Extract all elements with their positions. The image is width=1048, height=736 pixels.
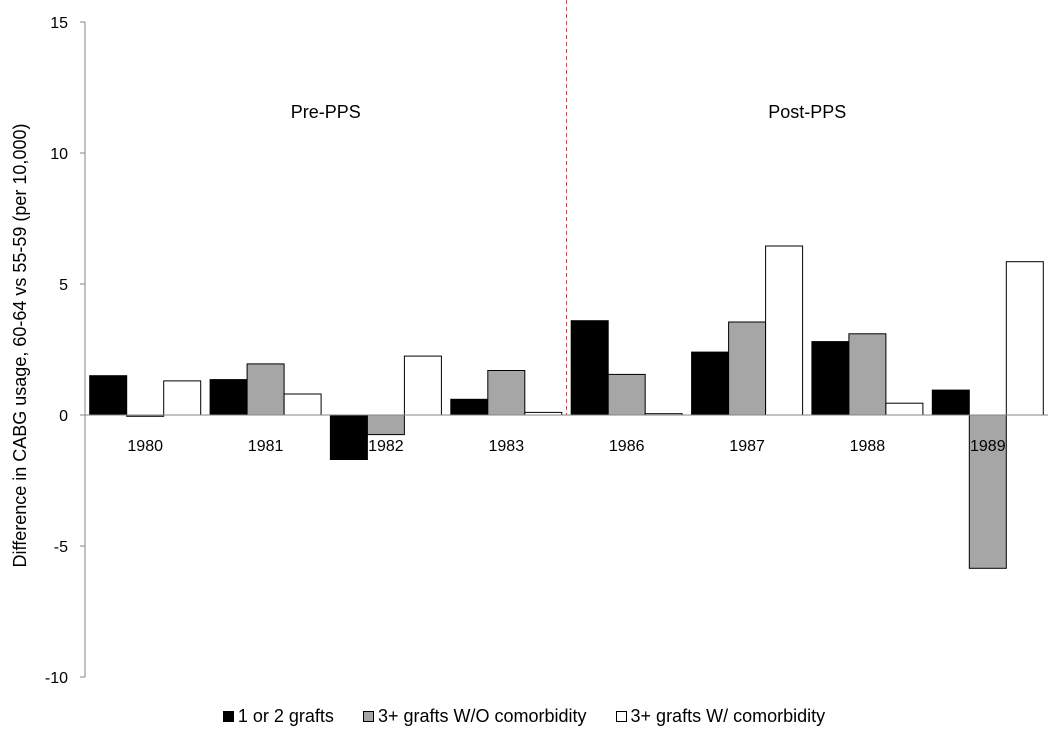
bar-1983-series-2 <box>487 370 526 416</box>
bar-1987-series-1 <box>691 351 730 416</box>
bar-1986-series-2 <box>607 373 646 416</box>
post-pps-label: Post-PPS <box>768 102 846 122</box>
legend-label: 3+ grafts W/ comorbidity <box>630 706 826 726</box>
y-tick-label: 0 <box>59 408 68 425</box>
pre-pps-label: Pre-PPS <box>291 102 361 122</box>
bars-layer <box>89 245 1044 569</box>
y-ticks-layer: 15 10 5 0 -5 -10 <box>45 15 85 687</box>
bar-1981-series-1 <box>209 379 248 416</box>
bar-1988-series-2 <box>848 333 887 416</box>
bar-1987-series-2 <box>728 321 767 416</box>
y-tick-label: 15 <box>50 15 68 32</box>
x-tick-label: 1982 <box>368 438 404 455</box>
legend-label: 1 or 2 grafts <box>237 706 334 726</box>
bar-1987-series-3 <box>765 245 804 416</box>
x-tick-label: 1986 <box>609 438 645 455</box>
bar-1989-series-1 <box>931 389 970 416</box>
bar-1986-series-1 <box>570 320 609 416</box>
y-axis-title: Difference in CABG usage, 60-64 vs 55-59… <box>10 124 30 568</box>
legend-label: 3+ grafts W/O comorbidity <box>377 706 587 726</box>
bar-1982-series-2 <box>366 414 405 436</box>
bar-1983-series-1 <box>450 398 489 416</box>
y-tick-label: 10 <box>50 146 68 163</box>
bar-1988-series-3 <box>885 402 924 416</box>
y-tick-label: -10 <box>45 670 68 687</box>
x-labels-layer: 1980 1981 1982 1983 1986 1987 1988 1989 <box>127 438 1005 455</box>
x-tick-label: 1989 <box>970 438 1006 455</box>
bar-1988-series-1 <box>811 341 850 416</box>
x-tick-label: 1988 <box>850 438 886 455</box>
legend-swatch-white <box>615 711 627 722</box>
legend: 1 or 2 grafts 3+ grafts W/O comorbidity … <box>0 706 1048 727</box>
x-tick-label: 1983 <box>489 438 525 455</box>
bar-1980-series-1 <box>89 375 128 416</box>
y-tick-label: 5 <box>59 277 68 294</box>
y-tick-label: -5 <box>54 539 68 556</box>
legend-item-3-grafts-w-comorbidity: 3+ grafts W/ comorbidity <box>615 706 826 727</box>
bar-1989-series-3 <box>1005 261 1044 416</box>
legend-swatch-black <box>222 711 234 722</box>
legend-item-1-or-2-grafts: 1 or 2 grafts <box>222 706 334 727</box>
x-tick-label: 1980 <box>127 438 163 455</box>
x-tick-label: 1981 <box>248 438 284 455</box>
bar-1982-series-3 <box>403 355 442 416</box>
bar-1982-series-1 <box>329 414 368 460</box>
bar-1980-series-3 <box>163 380 202 416</box>
bar-1989-series-2 <box>968 414 1007 569</box>
bar-1981-series-2 <box>246 363 285 416</box>
legend-item-3-grafts-wo-comorbidity: 3+ grafts W/O comorbidity <box>362 706 587 727</box>
x-tick-label: 1987 <box>729 438 765 455</box>
legend-swatch-gray <box>362 711 374 722</box>
bar-1981-series-3 <box>283 393 322 416</box>
